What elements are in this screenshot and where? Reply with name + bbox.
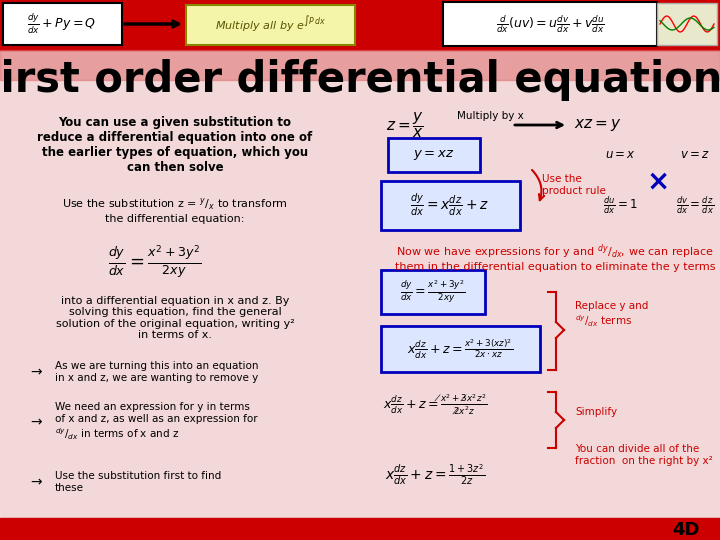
- Text: $\frac{dy}{dx} = x\frac{dz}{dx} + z$: $\frac{dy}{dx} = x\frac{dz}{dx} + z$: [410, 192, 490, 218]
- Text: $z = \dfrac{y}{x}$: $z = \dfrac{y}{x}$: [386, 110, 424, 140]
- Text: $\mathit{Multiply\ all\ by\ }e^{\int\!P\,dx}$: $\mathit{Multiply\ all\ by\ }e^{\int\!P\…: [215, 14, 325, 33]
- Text: $x\frac{dz}{dx} + z = \frac{x^2+3(xz)^2}{2x \cdot xz}$: $x\frac{dz}{dx} + z = \frac{x^2+3(xz)^2}…: [407, 338, 513, 361]
- Bar: [0, 0, 720, 50]
- Text: $v = z$: $v = z$: [680, 148, 710, 161]
- Text: them in the differential equation to eliminate the y terms: them in the differential equation to eli…: [395, 262, 715, 272]
- Text: Now we have expressions for y and ${}^{dy}/_{dx}$, we can replace: Now we have expressions for y and ${}^{d…: [396, 242, 714, 261]
- FancyBboxPatch shape: [381, 326, 540, 372]
- Text: Use the substitution z = $^y/_x$ to transform
the differential equation:: Use the substitution z = $^y/_x$ to tran…: [62, 197, 288, 224]
- Text: into a differential equation in x and z. By
solving this equation, find the gene: into a differential equation in x and z.…: [55, 295, 294, 340]
- Text: 4D: 4D: [672, 521, 700, 539]
- Text: Replace y and
${}^{dy}/_{dx}$ terms: Replace y and ${}^{dy}/_{dx}$ terms: [575, 301, 649, 329]
- Text: $xz = y$: $xz = y$: [575, 117, 621, 133]
- Text: →: →: [30, 415, 42, 429]
- FancyBboxPatch shape: [186, 5, 355, 45]
- FancyBboxPatch shape: [443, 2, 657, 46]
- Text: $y = xz$: $y = xz$: [413, 148, 455, 162]
- Text: $x\frac{dz}{dx} + z = \frac{{\not}x^2 + 3{\not}x^2 z^2}{2{\not}x^2 z}$: $x\frac{dz}{dx} + z = \frac{{\not}x^2 + …: [383, 393, 487, 417]
- Text: $\frac{dy}{dx} = \frac{x^2 + 3y^2}{2xy}$: $\frac{dy}{dx} = \frac{x^2 + 3y^2}{2xy}$: [109, 244, 202, 281]
- FancyBboxPatch shape: [388, 138, 480, 172]
- Text: Multiply by x: Multiply by x: [456, 111, 523, 121]
- Text: $x\frac{dz}{dx} + z = \frac{1+3z^2}{2z}$: $x\frac{dz}{dx} + z = \frac{1+3z^2}{2z}$: [385, 462, 485, 488]
- Text: $\frac{d}{dx}(uv) = u\frac{dv}{dx} + v\frac{du}{dx}$: $\frac{d}{dx}(uv) = u\frac{dv}{dx} + v\f…: [495, 13, 604, 35]
- Bar: [0, 50, 720, 80]
- FancyBboxPatch shape: [3, 3, 122, 45]
- Text: We need an expression for y in terms
of x and z, as well as an expression for
$^: We need an expression for y in terms of …: [55, 402, 258, 442]
- FancyBboxPatch shape: [381, 181, 520, 230]
- Text: →: →: [30, 365, 42, 379]
- Text: First order differential equations: First order differential equations: [0, 59, 720, 101]
- Bar: [0, 518, 720, 540]
- Text: $\frac{du}{dx} = 1$: $\frac{du}{dx} = 1$: [603, 194, 637, 216]
- Text: Use the substitution first to find
these: Use the substitution first to find these: [55, 471, 221, 493]
- Text: $u = x$: $u = x$: [605, 148, 636, 161]
- Text: $\frac{dy}{dx} + Py = Q$: $\frac{dy}{dx} + Py = Q$: [27, 12, 96, 36]
- FancyBboxPatch shape: [657, 3, 717, 45]
- Text: $\frac{dv}{dx} = \frac{dz}{dx}$: $\frac{dv}{dx} = \frac{dz}{dx}$: [676, 194, 714, 216]
- Text: You can divide all of the
fraction  on the right by x²: You can divide all of the fraction on th…: [575, 444, 713, 466]
- Text: →: →: [30, 475, 42, 489]
- Text: You can use a given substitution to
reduce a differential equation into one of
t: You can use a given substitution to redu…: [37, 116, 312, 174]
- Text: Use the
product rule: Use the product rule: [542, 174, 606, 196]
- Text: Simplify: Simplify: [575, 407, 617, 417]
- Text: $\frac{dy}{dx} = \frac{x^2+3y^2}{2xy}$: $\frac{dy}{dx} = \frac{x^2+3y^2}{2xy}$: [400, 279, 466, 305]
- Text: $\mathbf{\times}$: $\mathbf{\times}$: [646, 168, 668, 196]
- FancyBboxPatch shape: [381, 270, 485, 314]
- Text: As we are turning this into an equation
in x and z, we are wanting to remove y: As we are turning this into an equation …: [55, 361, 258, 383]
